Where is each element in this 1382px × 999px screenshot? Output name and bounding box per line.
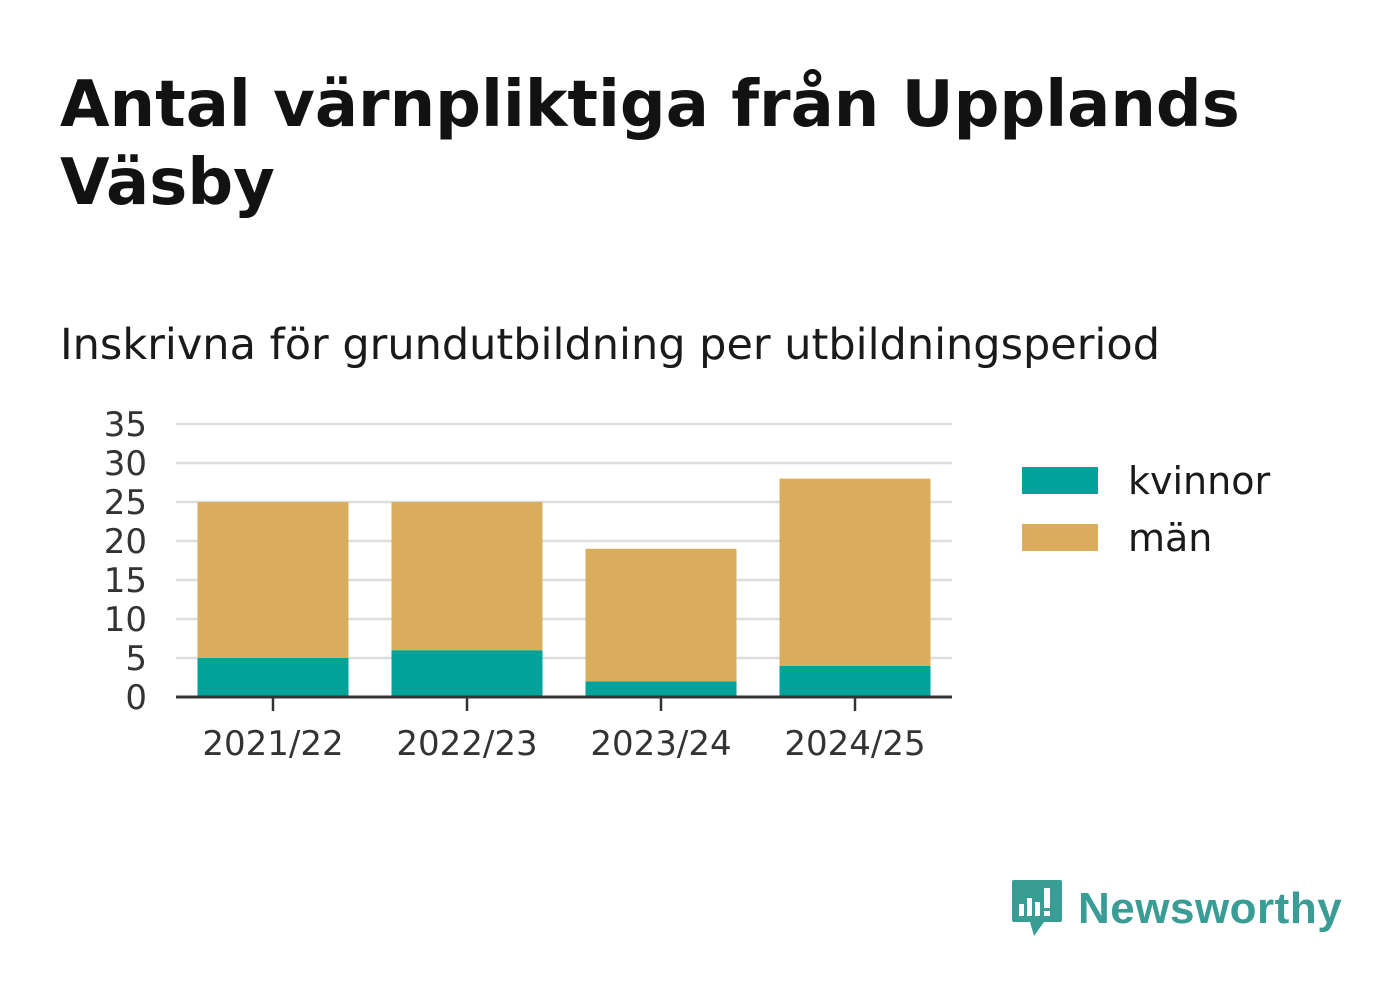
brand-logo: Newsworthy: [1010, 878, 1342, 940]
y-tick-label: 5: [125, 639, 147, 679]
bar-kvinnor-2023-24: [585, 681, 737, 697]
x-tick-label: 2024/25: [784, 724, 925, 764]
legend-label: män: [1128, 516, 1212, 560]
y-tick-label: 10: [104, 600, 147, 640]
bar-man-2024-25: [779, 478, 931, 666]
bars: [197, 478, 931, 697]
bar-kvinnor-2022-23: [391, 650, 543, 697]
chart-title: Antal värnpliktiga från Upplands Väsby: [60, 68, 1240, 220]
brand-name: Newsworthy: [1078, 884, 1343, 933]
newsworthy-logo-icon: [1012, 880, 1062, 936]
bar-kvinnor-2024-25: [779, 665, 931, 697]
x-tick-label: 2023/24: [590, 724, 731, 764]
bar-man-2022-23: [391, 502, 543, 651]
legend: kvinnor män: [1022, 459, 1270, 560]
bar-man-2021-22: [197, 502, 349, 658]
x-tick-label: 2022/23: [396, 724, 537, 764]
chart-subtitle: Inskrivna för grundutbildning per utbild…: [60, 320, 1160, 370]
y-tick-label: 30: [104, 444, 147, 484]
legend-label: kvinnor: [1128, 459, 1270, 503]
x-tick-label: 2021/22: [202, 724, 343, 764]
y-tick-label: 0: [125, 678, 147, 718]
legend-swatch: [1022, 467, 1098, 494]
y-tick-label: 15: [104, 561, 147, 601]
bar-man-2023-24: [585, 548, 737, 682]
y-tick-label: 20: [104, 522, 147, 562]
legend-swatch: [1022, 524, 1098, 551]
y-tick-label: 25: [104, 483, 147, 523]
bar-kvinnor-2021-22: [197, 658, 349, 697]
y-tick-label: 35: [104, 405, 147, 445]
